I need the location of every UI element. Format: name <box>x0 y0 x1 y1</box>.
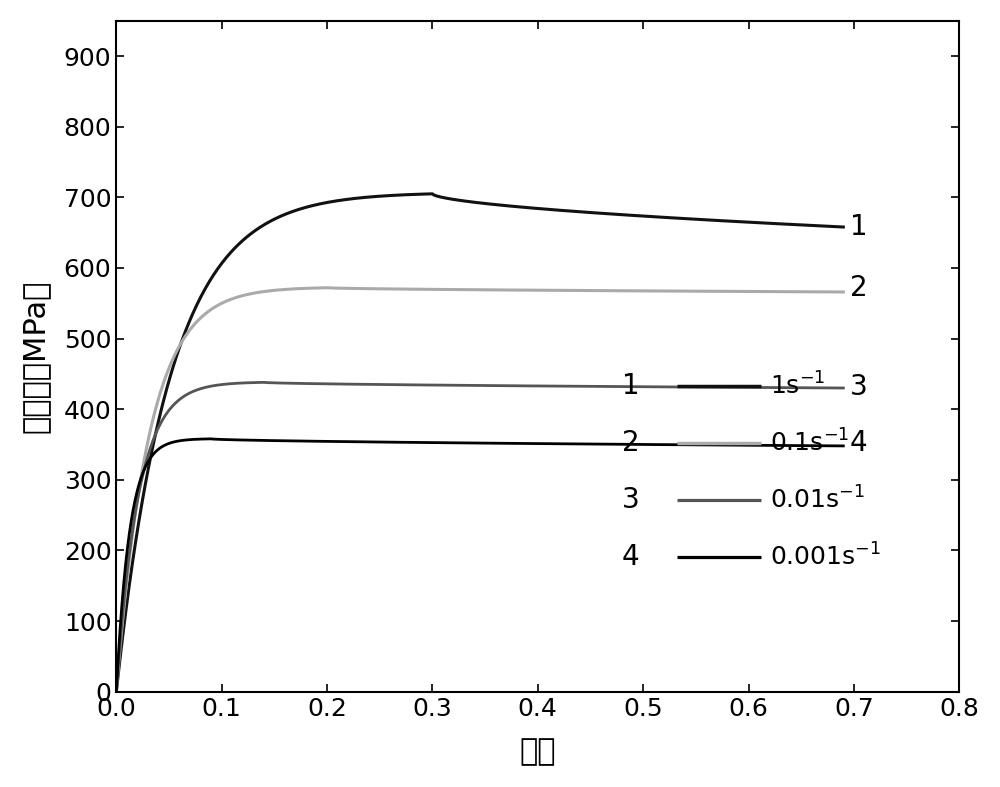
Text: 3: 3 <box>622 486 640 515</box>
Y-axis label: 真应力（MPa）: 真应力（MPa） <box>21 279 50 433</box>
Text: 3: 3 <box>850 372 867 401</box>
Text: 2: 2 <box>622 430 640 457</box>
Text: 0.1s$^{-1}$: 0.1s$^{-1}$ <box>770 430 849 457</box>
Text: 4: 4 <box>622 544 640 571</box>
Text: 1s$^{-1}$: 1s$^{-1}$ <box>770 373 825 400</box>
Text: 1: 1 <box>622 372 640 401</box>
Text: 4: 4 <box>850 429 867 457</box>
X-axis label: 应变: 应变 <box>520 737 556 767</box>
Text: 2: 2 <box>850 274 867 301</box>
Text: 0.01s$^{-1}$: 0.01s$^{-1}$ <box>770 487 865 514</box>
Text: 1: 1 <box>850 213 867 241</box>
Text: 0.001s$^{-1}$: 0.001s$^{-1}$ <box>770 544 881 571</box>
